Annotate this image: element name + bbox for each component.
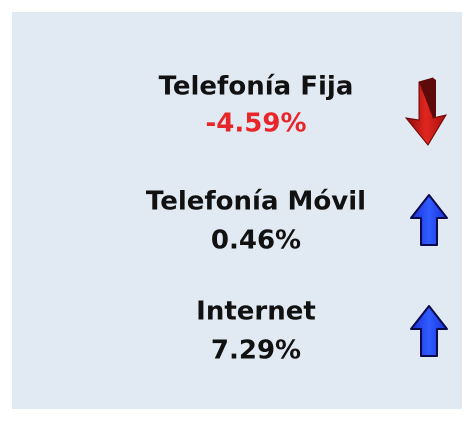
down-arrow [404,77,448,146]
item-label: Telefonía Móvil [146,187,366,217]
item-label: Telefonía Fija [159,72,354,102]
item-value: 0.46% [211,226,301,256]
up-arrow [410,305,448,357]
item-value: -4.59% [206,109,307,139]
item-label: Internet [196,297,316,327]
item-value: 7.29% [211,336,301,366]
up-arrow [410,194,448,246]
panel [12,12,462,409]
